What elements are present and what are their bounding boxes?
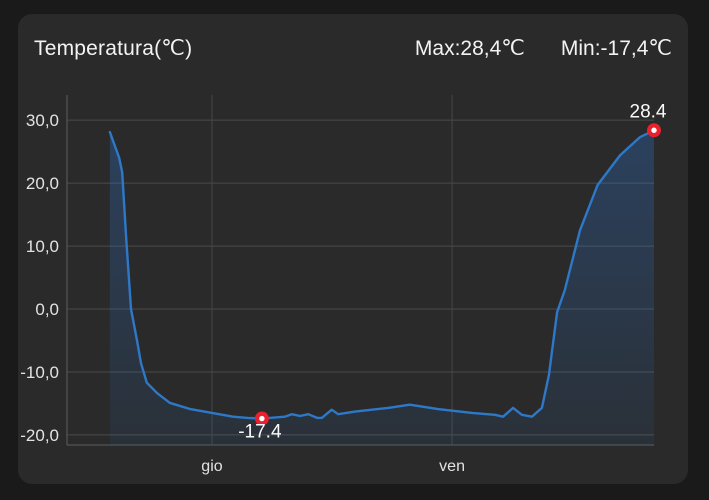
temperature-line-chart[interactable]: 30,0 20,0 10,0 0,0 -10,0 -20,0 gio ven -17.4 28.4 — [18, 14, 688, 484]
y-tick-label: 20,0 — [26, 174, 59, 193]
y-tick-label: 0,0 — [35, 300, 59, 319]
y-tick-label: 30,0 — [26, 111, 59, 130]
x-tick-label: ven — [439, 458, 465, 475]
x-tick-label: gio — [201, 458, 222, 475]
header-stats: Max:28,4℃ Min:-17,4℃ — [415, 36, 672, 61]
min-point-label: -17.4 — [238, 422, 282, 443]
temperature-area-fill — [109, 130, 654, 446]
y-tick-label: 10,0 — [26, 237, 59, 256]
max-temperature-label: Max:28,4℃ — [414, 36, 525, 60]
max-point-marker-center — [651, 127, 657, 133]
card-header: Temperatura(℃) Max:28,4℃ Min:-17,4℃ — [18, 14, 688, 78]
min-point-marker-center — [259, 415, 265, 422]
temperature-line — [108, 129, 656, 420]
max-point-label: 28.4 — [630, 101, 667, 122]
temperature-chart-card: Temperatura(℃) Max:28,4℃ Min:-17,4℃ 30,0… — [18, 14, 688, 484]
y-tick-label: -10,0 — [20, 363, 59, 382]
min-temperature-label: Min:-17,4℃ — [560, 36, 672, 60]
y-tick-label: -20,0 — [20, 426, 59, 445]
chart-title: Temperatura(℃) — [34, 36, 193, 60]
